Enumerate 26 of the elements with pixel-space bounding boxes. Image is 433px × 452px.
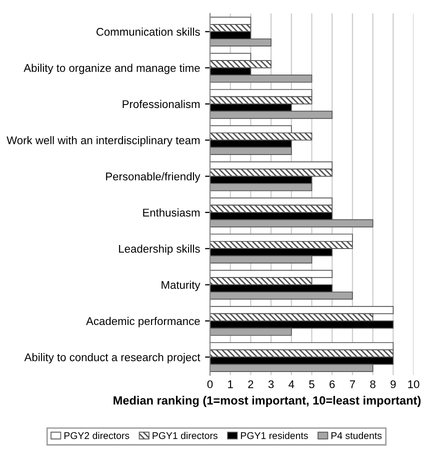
x-tick-label: 3 bbox=[268, 380, 274, 388]
x-tick-label: 0 bbox=[207, 380, 213, 388]
x-tick-label: 6 bbox=[330, 380, 335, 388]
x-tick-label: 4 bbox=[288, 380, 294, 388]
x-tick-label: 8 bbox=[370, 380, 376, 388]
x-tick-label: 2 bbox=[248, 380, 254, 388]
y-tick-label: Maturity bbox=[162, 280, 200, 292]
legend-label: PGY2 directors bbox=[64, 432, 130, 440]
y-tick-label: Personable/friendly bbox=[106, 172, 200, 183]
y-tick-label: Leadership skills bbox=[119, 244, 200, 255]
y-tick-label: Professionalism bbox=[122, 100, 200, 108]
legend-label: PGY1 directors bbox=[152, 432, 218, 440]
y-tick-label: Academic performance bbox=[86, 316, 200, 328]
x-tick-label: 10 bbox=[408, 380, 420, 388]
legend-label: P4 students bbox=[331, 432, 382, 440]
x-tick-label: 1 bbox=[228, 380, 233, 388]
y-tick-label: Work well with an interdisciplinary team bbox=[6, 136, 200, 146]
y-tick-label: Ability to organize and manage time bbox=[24, 64, 200, 74]
y-tick-label: Enthusiasm bbox=[143, 208, 200, 217]
x-tick-label: 9 bbox=[390, 380, 396, 388]
x-axis-title: Median ranking (1=most important, 10=least important) bbox=[114, 396, 421, 407]
y-tick-label: Ability to conduct a research project bbox=[24, 353, 200, 364]
y-tick-label: Communication skills bbox=[96, 28, 200, 36]
x-tick-label: 7 bbox=[350, 380, 355, 388]
legend-label: PGY1 residents bbox=[241, 432, 308, 440]
x-tick-label: 5 bbox=[309, 380, 314, 388]
